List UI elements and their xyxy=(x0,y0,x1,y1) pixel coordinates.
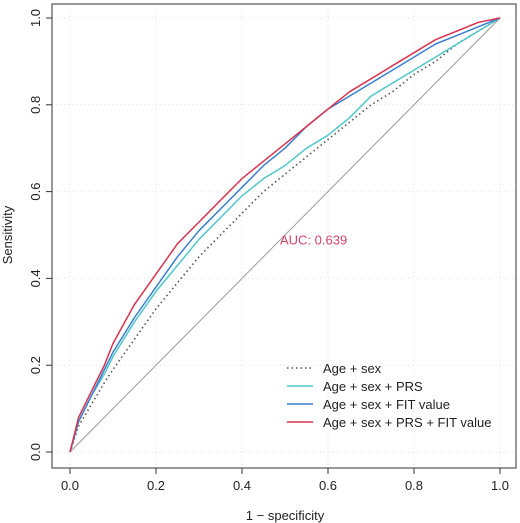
series-line xyxy=(69,17,501,453)
x-tick-label: 0.2 xyxy=(147,478,165,493)
series-line xyxy=(69,17,501,453)
legend: Age + sex Age + sex + PRS Age + sex + FIT … xyxy=(287,361,492,430)
legend-label: Age + sex + PRS + FIT value xyxy=(323,415,492,430)
y-axis-ticks: 0.0 0.2 0.4 0.6 0.8 1.0 xyxy=(28,9,52,461)
y-tick-label: 0.0 xyxy=(28,443,43,461)
y-tick-label: 0.8 xyxy=(28,96,43,114)
y-axis-title: Sensitivity xyxy=(0,205,15,264)
series-line xyxy=(69,17,501,453)
x-tick-label: 0.8 xyxy=(405,478,423,493)
grid xyxy=(52,4,516,468)
x-tick-label: 0.6 xyxy=(319,478,337,493)
legend-label: Age + sex xyxy=(323,361,382,376)
y-tick-label: 0.4 xyxy=(28,269,43,287)
x-tick-label: 0.4 xyxy=(233,478,251,493)
reference-diagonal-line xyxy=(69,17,501,453)
series-lines xyxy=(69,17,501,453)
auc-annotation: AUC: 0.639 xyxy=(280,232,347,247)
y-tick-label: 1.0 xyxy=(28,9,43,27)
x-tick-label: 1.0 xyxy=(491,478,509,493)
legend-label: Age + sex + PRS xyxy=(323,379,423,394)
plot-frame xyxy=(51,3,517,469)
x-axis-ticks: 0.0 0.2 0.4 0.6 0.8 1.0 xyxy=(61,468,509,493)
x-axis-title: 1 − specificity xyxy=(246,508,325,523)
legend-label: Age + sex + FIT value xyxy=(323,397,450,412)
x-tick-label: 0.0 xyxy=(61,478,79,493)
y-tick-label: 0.6 xyxy=(28,183,43,201)
y-tick-label: 0.2 xyxy=(28,356,43,374)
